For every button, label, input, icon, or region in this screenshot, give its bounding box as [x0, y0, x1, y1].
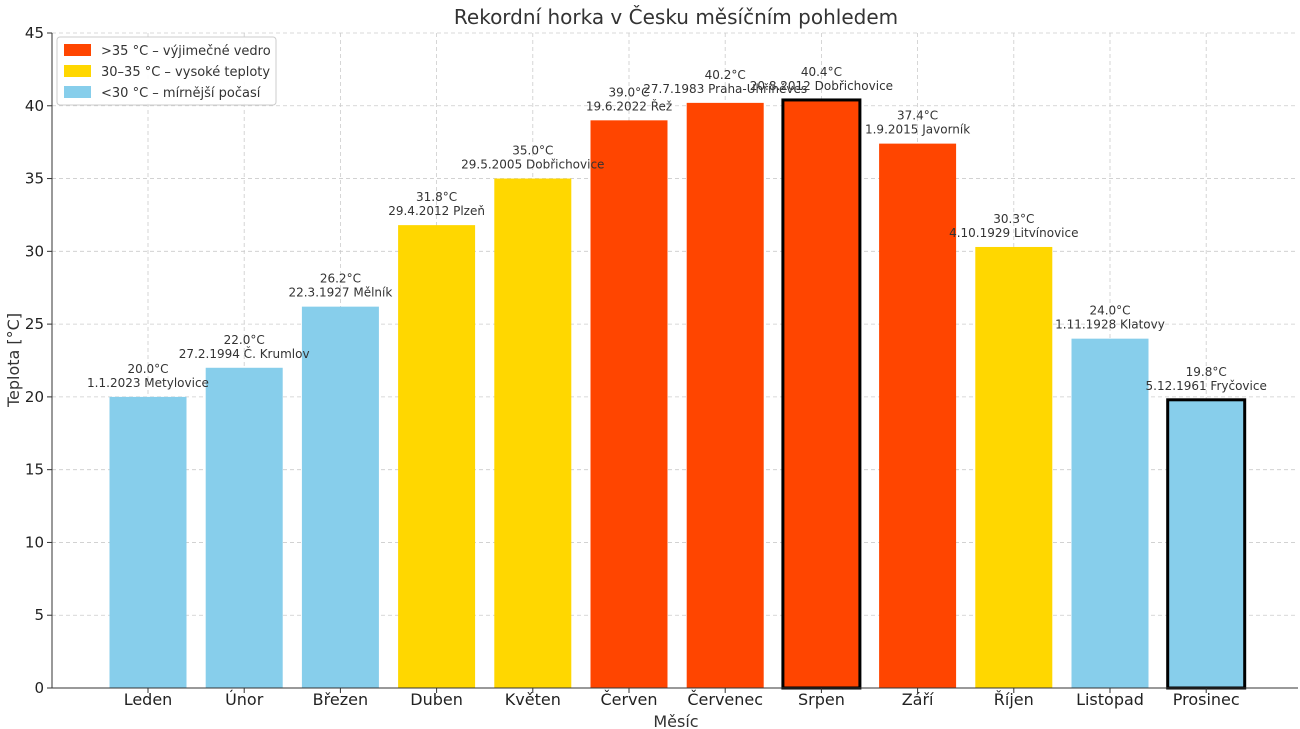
record-label: 19.6.2022 Řež — [586, 98, 672, 113]
y-tick-label: 40 — [25, 97, 44, 115]
bar-10 — [1071, 338, 1149, 688]
bar-11 — [1166, 398, 1247, 690]
chart-title: Rekordní horka v Česku měsíčním pohledem — [454, 5, 898, 29]
bar-5 — [590, 120, 668, 689]
record-label: 4.10.1929 Litvínovice — [949, 226, 1078, 240]
record-label: 1.11.1928 Klatovy — [1055, 318, 1165, 332]
legend-label-high: 30–35 °C – vysoké teploty — [101, 65, 270, 80]
value-label: 35.0°C — [512, 144, 553, 158]
bar-2 — [301, 306, 379, 688]
value-label: 40.4°C — [801, 65, 842, 79]
y-axis-label: Teplota [°C] — [4, 313, 23, 408]
category-label: Květen — [505, 690, 561, 709]
legend-swatch-extreme — [64, 44, 91, 56]
category-label: Únor — [225, 690, 264, 709]
legend-label-extreme: >35 °C – výjimečné vedro — [101, 44, 271, 59]
record-label: 29.5.2005 Dobřichovice — [461, 158, 604, 172]
y-tick-label: 0 — [34, 679, 44, 697]
y-tick-label: 10 — [25, 533, 44, 551]
record-label: 27.7.1983 Praha-Uhříněves — [643, 82, 807, 96]
value-label: 37.4°C — [897, 109, 938, 123]
y-tick-label: 35 — [25, 170, 44, 188]
axes: 0 5 10 15 20 25 30 35 40 45 Leden Únor Březen Duben Kv… — [25, 24, 1298, 709]
y-tick-label: 5 — [34, 606, 44, 624]
value-label: 31.8°C — [416, 190, 457, 204]
category-label: Prosinec — [1173, 690, 1240, 709]
record-label: 27.2.1994 Č. Krumlov — [179, 346, 310, 361]
record-label: 1.9.2015 Javorník — [865, 123, 970, 137]
category-label: Červenec — [687, 690, 763, 709]
bar-0 — [109, 396, 187, 688]
record-label: 22.3.1927 Mělník — [288, 286, 392, 300]
value-label: 22.0°C — [224, 333, 265, 347]
value-label: 40.2°C — [705, 68, 746, 82]
record-label: 1.1.2023 Metylovice — [87, 376, 209, 390]
value-label: 24.0°C — [1089, 304, 1130, 318]
record-label: 20.8.2012 Dobřichovice — [750, 79, 893, 93]
category-label: Srpen — [798, 690, 845, 709]
y-tick-label: 30 — [25, 242, 44, 260]
category-label: Listopad — [1076, 690, 1144, 709]
value-label: 39.0°C — [608, 85, 649, 99]
y-tick-label: 45 — [25, 24, 44, 42]
legend-label-mild: <30 °C – mírnější počasí — [101, 86, 261, 101]
bar-4 — [494, 178, 572, 689]
value-label: 30.3°C — [993, 212, 1034, 226]
value-label: 26.2°C — [320, 272, 361, 286]
category-label: Březen — [313, 690, 368, 709]
bar-7 — [781, 98, 862, 690]
legend-swatch-mild — [64, 86, 91, 98]
y-tick-label: 20 — [25, 388, 44, 406]
record-label: 5.12.1961 Fryčovice — [1146, 379, 1267, 393]
legend-swatch-high — [64, 65, 91, 77]
value-label: 19.8°C — [1186, 365, 1227, 379]
bar-9 — [975, 246, 1053, 688]
category-label: Říjen — [994, 690, 1034, 709]
bar-8 — [879, 143, 957, 689]
legend: >35 °C – výjimečné vedro 30–35 °C – vysok… — [56, 36, 277, 106]
record-label: 29.4.2012 Plzeň — [388, 204, 485, 218]
category-label: Duben — [410, 690, 463, 709]
y-tick-label: 15 — [25, 461, 44, 479]
y-tick-label: 25 — [25, 315, 44, 333]
category-label: Červen — [600, 690, 657, 709]
category-label: Září — [902, 690, 934, 709]
bar-1 — [205, 367, 283, 688]
bar-6 — [686, 102, 764, 688]
legend-box — [56, 36, 277, 106]
data-labels: 20.0°C1.1.2023 Metylovice 22.0°C27.2.1994… — [87, 65, 1267, 393]
category-label: Leden — [124, 690, 173, 709]
bar-3 — [398, 225, 476, 688]
x-axis-label: Měsíc — [653, 712, 698, 729]
bars — [109, 98, 1247, 690]
value-label: 20.0°C — [127, 362, 168, 376]
